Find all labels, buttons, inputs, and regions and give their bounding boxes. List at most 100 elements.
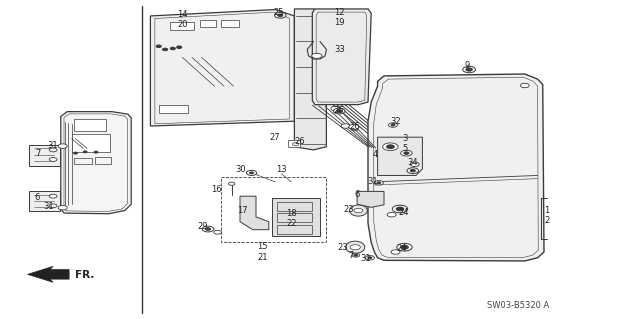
Text: 6: 6 bbox=[355, 190, 360, 199]
Circle shape bbox=[49, 204, 57, 208]
Ellipse shape bbox=[179, 78, 224, 107]
Polygon shape bbox=[272, 198, 320, 236]
Circle shape bbox=[388, 123, 397, 127]
Circle shape bbox=[391, 250, 400, 254]
Bar bbox=[74, 119, 106, 131]
Text: 32: 32 bbox=[390, 117, 401, 126]
Bar bbox=[170, 22, 194, 30]
Circle shape bbox=[250, 172, 253, 174]
Circle shape bbox=[401, 245, 408, 249]
Polygon shape bbox=[28, 266, 69, 282]
Circle shape bbox=[463, 66, 476, 73]
Text: FR.: FR. bbox=[76, 270, 95, 280]
Text: 24: 24 bbox=[397, 244, 407, 253]
Text: 15
21: 15 21 bbox=[257, 242, 268, 262]
Polygon shape bbox=[29, 145, 60, 166]
Text: 31: 31 bbox=[361, 254, 371, 263]
Polygon shape bbox=[294, 9, 326, 150]
Circle shape bbox=[74, 152, 77, 154]
Circle shape bbox=[520, 83, 529, 88]
Circle shape bbox=[292, 143, 299, 146]
Text: 24: 24 bbox=[398, 208, 408, 217]
Circle shape bbox=[410, 162, 419, 167]
Circle shape bbox=[410, 169, 415, 172]
Circle shape bbox=[368, 257, 372, 259]
Text: 4: 4 bbox=[373, 150, 378, 159]
Text: 23: 23 bbox=[337, 243, 348, 252]
Text: 26: 26 bbox=[294, 137, 305, 146]
Circle shape bbox=[365, 256, 374, 260]
Circle shape bbox=[202, 226, 214, 232]
Bar bbox=[221, 20, 239, 27]
Circle shape bbox=[383, 143, 398, 151]
Polygon shape bbox=[312, 9, 371, 105]
Circle shape bbox=[387, 145, 394, 149]
Text: 34: 34 bbox=[408, 158, 418, 167]
Circle shape bbox=[397, 243, 412, 251]
Text: 13: 13 bbox=[276, 165, 287, 174]
Text: 17: 17 bbox=[237, 206, 247, 215]
Circle shape bbox=[331, 106, 340, 111]
Text: 3
5: 3 5 bbox=[403, 134, 408, 153]
Bar bbox=[72, 134, 110, 152]
Circle shape bbox=[387, 212, 396, 217]
Circle shape bbox=[275, 12, 286, 18]
Polygon shape bbox=[357, 191, 384, 207]
Text: 30: 30 bbox=[236, 165, 246, 174]
Polygon shape bbox=[378, 137, 422, 175]
Text: 27: 27 bbox=[270, 133, 280, 142]
Bar bbox=[159, 105, 188, 113]
Circle shape bbox=[177, 46, 182, 48]
Circle shape bbox=[58, 144, 67, 148]
Bar bbox=[277, 225, 312, 234]
Ellipse shape bbox=[346, 241, 365, 253]
Bar bbox=[95, 157, 111, 164]
Text: 33: 33 bbox=[334, 45, 344, 54]
Polygon shape bbox=[29, 191, 60, 211]
Circle shape bbox=[228, 182, 235, 185]
Circle shape bbox=[407, 168, 419, 174]
Circle shape bbox=[49, 194, 57, 198]
Circle shape bbox=[83, 151, 87, 153]
Circle shape bbox=[49, 158, 57, 161]
Circle shape bbox=[246, 170, 257, 175]
Bar bbox=[277, 213, 312, 222]
Text: 26: 26 bbox=[350, 122, 360, 130]
Circle shape bbox=[49, 148, 57, 152]
Text: 7: 7 bbox=[36, 149, 41, 158]
Bar bbox=[74, 158, 92, 164]
Circle shape bbox=[352, 253, 360, 257]
Text: 31: 31 bbox=[47, 141, 58, 150]
Text: 23: 23 bbox=[344, 205, 354, 214]
Circle shape bbox=[163, 48, 168, 51]
Circle shape bbox=[374, 181, 383, 185]
Text: 31: 31 bbox=[367, 177, 378, 186]
Text: 18
22: 18 22 bbox=[286, 209, 296, 228]
Text: 6: 6 bbox=[35, 193, 40, 202]
Circle shape bbox=[94, 151, 98, 153]
Circle shape bbox=[354, 208, 363, 213]
Polygon shape bbox=[368, 74, 544, 261]
Circle shape bbox=[350, 245, 360, 250]
Circle shape bbox=[349, 124, 359, 130]
Text: 31: 31 bbox=[44, 202, 54, 211]
Circle shape bbox=[404, 152, 409, 154]
Polygon shape bbox=[240, 196, 269, 230]
Circle shape bbox=[58, 205, 67, 210]
Text: 26: 26 bbox=[334, 106, 344, 115]
Circle shape bbox=[391, 124, 395, 126]
Text: 7: 7 bbox=[348, 251, 353, 260]
Bar bbox=[288, 140, 300, 147]
Text: SW03-B5320 A: SW03-B5320 A bbox=[487, 301, 550, 310]
Text: 29: 29 bbox=[197, 222, 207, 231]
Circle shape bbox=[214, 230, 221, 234]
Circle shape bbox=[396, 207, 404, 211]
Circle shape bbox=[205, 228, 211, 230]
Ellipse shape bbox=[349, 205, 367, 216]
Circle shape bbox=[466, 68, 472, 71]
Text: 25: 25 bbox=[273, 8, 284, 17]
Polygon shape bbox=[150, 10, 294, 126]
Circle shape bbox=[337, 110, 342, 112]
Text: 14
20: 14 20 bbox=[177, 10, 188, 29]
Bar bbox=[200, 20, 216, 27]
